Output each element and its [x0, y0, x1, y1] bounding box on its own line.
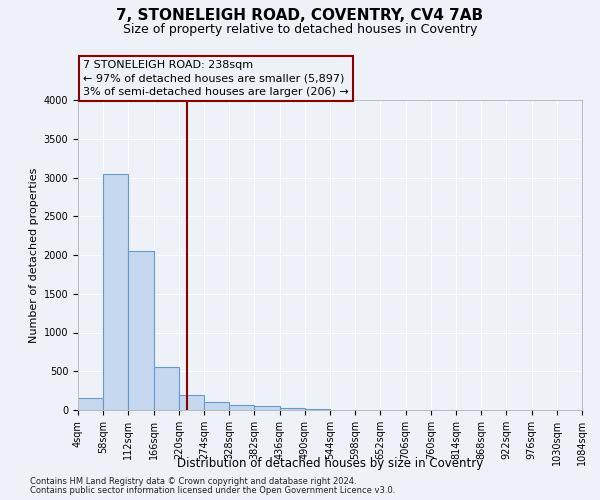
- Text: 7 STONELEIGH ROAD: 238sqm
← 97% of detached houses are smaller (5,897)
3% of sem: 7 STONELEIGH ROAD: 238sqm ← 97% of detac…: [83, 60, 349, 97]
- Text: Distribution of detached houses by size in Coventry: Distribution of detached houses by size …: [177, 458, 483, 470]
- Bar: [179, 394, 204, 410]
- Text: Contains HM Land Registry data © Crown copyright and database right 2024.: Contains HM Land Registry data © Crown c…: [30, 477, 356, 486]
- Bar: [103, 174, 128, 410]
- Bar: [78, 398, 103, 410]
- Text: 7, STONELEIGH ROAD, COVENTRY, CV4 7AB: 7, STONELEIGH ROAD, COVENTRY, CV4 7AB: [116, 8, 484, 22]
- Bar: [154, 368, 179, 410]
- Bar: [204, 402, 229, 410]
- Bar: [305, 409, 330, 410]
- Text: Contains public sector information licensed under the Open Government Licence v3: Contains public sector information licen…: [30, 486, 395, 495]
- Bar: [128, 251, 154, 410]
- Bar: [254, 406, 280, 410]
- Bar: [280, 408, 305, 410]
- Text: Size of property relative to detached houses in Coventry: Size of property relative to detached ho…: [123, 22, 477, 36]
- Y-axis label: Number of detached properties: Number of detached properties: [29, 168, 40, 342]
- Bar: [229, 406, 254, 410]
